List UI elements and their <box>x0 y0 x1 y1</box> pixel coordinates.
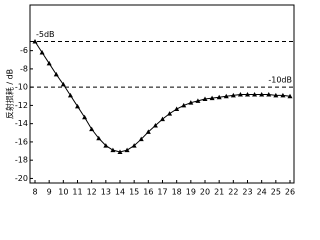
marker <box>160 116 165 122</box>
x-tick-label: 11 <box>72 188 82 197</box>
marker <box>75 103 80 109</box>
marker <box>117 149 123 154</box>
marker <box>124 147 130 153</box>
marker <box>82 114 88 120</box>
line <box>34 41 291 153</box>
y-tick-label: -12 <box>15 101 28 110</box>
marker <box>145 129 151 134</box>
marker <box>110 147 116 153</box>
x-tick-label: 19 <box>186 188 196 197</box>
x-tick-label: 9 <box>47 188 52 197</box>
marker <box>188 100 194 105</box>
marker <box>216 94 222 100</box>
y-tick-label: -14 <box>15 119 28 128</box>
chart: 反射损耗 / dB 8 9 10 11 12 13 14 15 16 17 18 19 20 21 22 23… <box>5 4 295 197</box>
marker <box>280 92 286 98</box>
y-tick-label: -16 <box>15 137 28 146</box>
x-tick-label: 8 <box>32 188 37 197</box>
x-tick-label: 20 <box>200 188 210 197</box>
marker <box>32 39 38 44</box>
y-tick-label: -20 <box>15 174 28 183</box>
x-tick-label: 26 <box>285 188 295 197</box>
marker <box>131 143 137 148</box>
x-tick-label: 16 <box>143 188 153 197</box>
marker <box>138 136 144 142</box>
marker <box>167 111 173 116</box>
marker <box>46 60 52 66</box>
marker <box>89 126 95 132</box>
marker <box>273 92 279 98</box>
x-tick-label: 15 <box>129 188 139 197</box>
reference-label: -5dB <box>36 30 55 39</box>
marker <box>266 91 272 97</box>
marker <box>252 91 258 97</box>
y-tick-label: -8 <box>20 64 28 73</box>
marker <box>259 91 265 97</box>
reference-label: -10dB <box>268 76 292 85</box>
y-tick-label: -10 <box>15 83 28 92</box>
marker <box>245 91 250 97</box>
y-tick-label: -18 <box>15 156 28 165</box>
x-tick-label: 23 <box>242 188 252 197</box>
x-tick-label: 12 <box>87 188 97 197</box>
marker <box>209 95 215 101</box>
x-tick-label: 21 <box>214 188 224 197</box>
marker <box>152 122 158 128</box>
x-tick-label: 10 <box>58 188 68 197</box>
x-tick-label: 24 <box>257 188 267 197</box>
marker <box>174 106 180 112</box>
marker <box>103 143 109 148</box>
marker <box>202 96 208 102</box>
x-tick-label: 14 <box>115 188 125 197</box>
x-tick-label: 22 <box>228 188 238 197</box>
x-tick-label: 13 <box>101 188 111 197</box>
marker <box>237 91 243 97</box>
marker <box>60 81 66 87</box>
marker <box>181 102 187 108</box>
marker <box>53 71 59 77</box>
y-tick-label: -6 <box>20 46 28 55</box>
y-axis-label: 反射损耗 / dB <box>5 69 15 119</box>
marker <box>39 49 45 55</box>
marker <box>195 98 201 103</box>
marker <box>67 92 73 98</box>
marker <box>223 93 229 99</box>
x-tick-label: 18 <box>172 188 182 197</box>
x-tick-label: 25 <box>271 188 281 197</box>
marker <box>96 135 102 141</box>
marker <box>230 92 236 98</box>
x-tick-label: 17 <box>157 188 167 197</box>
marker <box>287 93 293 99</box>
